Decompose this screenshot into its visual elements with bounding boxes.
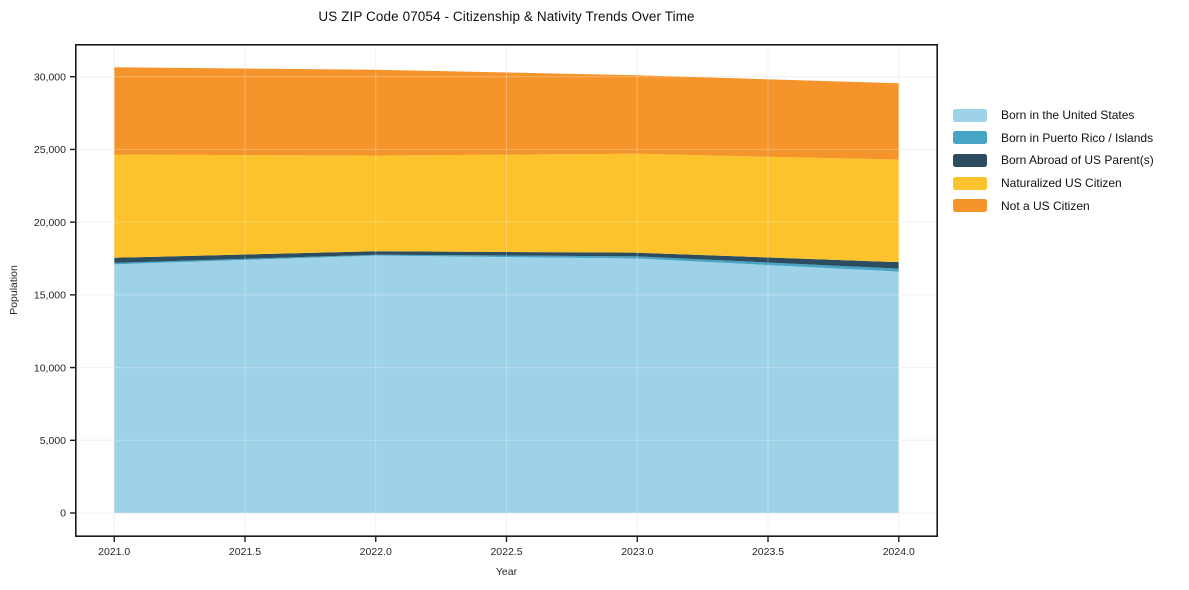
legend-swatch bbox=[953, 153, 987, 167]
x-tick-label: 2021.0 bbox=[98, 546, 130, 558]
y-tick-label: 0 bbox=[60, 508, 66, 520]
legend-label: Not a US Citizen bbox=[1001, 198, 1090, 213]
area-series bbox=[114, 251, 899, 269]
legend-swatch bbox=[953, 131, 987, 145]
legend-item: Not a US Citizen bbox=[953, 194, 1154, 217]
x-axis-label: Year bbox=[495, 566, 518, 578]
y-axis-label: Population bbox=[8, 265, 20, 315]
y-tick-label: 10,000 bbox=[34, 362, 66, 374]
legend-swatch bbox=[953, 108, 987, 122]
x-tick-label: 2022.5 bbox=[490, 546, 522, 558]
chart-title: US ZIP Code 07054 - Citizenship & Nativi… bbox=[318, 9, 695, 24]
legend-item: Born Abroad of US Parent(s) bbox=[953, 149, 1154, 172]
y-tick-label: 30,000 bbox=[34, 71, 66, 83]
plot-area: 0 5,000 10,000 15,000 20,000 25,000 30,000 2021… bbox=[34, 44, 939, 558]
legend-label: Born in Puerto Rico / Islands bbox=[1001, 130, 1154, 145]
legend-item: Naturalized US Citizen bbox=[953, 172, 1154, 195]
legend: Born in the United States Born in Puerto … bbox=[953, 104, 1154, 217]
area-series bbox=[114, 153, 899, 263]
legend-label: Naturalized US Citizen bbox=[1001, 176, 1122, 191]
x-tick-label: 2023.0 bbox=[621, 546, 653, 558]
y-tick-label: 25,000 bbox=[34, 144, 66, 156]
y-tick-label: 5,000 bbox=[40, 435, 66, 447]
area-series bbox=[114, 254, 899, 272]
y-tick-label: 15,000 bbox=[34, 290, 66, 302]
axes-frame bbox=[75, 44, 939, 537]
area-series bbox=[114, 255, 899, 514]
x-tick-label: 2021.5 bbox=[229, 546, 261, 558]
x-tick-label: 2024.0 bbox=[883, 546, 915, 558]
x-tick-label: 2022.0 bbox=[360, 546, 392, 558]
legend-swatch bbox=[953, 199, 987, 213]
legend-item: Born in the United States bbox=[953, 104, 1154, 127]
legend-swatch bbox=[953, 176, 987, 190]
y-tick-label: 20,000 bbox=[34, 217, 66, 229]
legend-label: Born in the United States bbox=[1001, 108, 1135, 123]
area-series bbox=[114, 67, 899, 160]
legend-label: Born Abroad of US Parent(s) bbox=[1001, 153, 1154, 168]
legend-item: Born in Puerto Rico / Islands bbox=[953, 127, 1154, 150]
x-tick-label: 2023.5 bbox=[752, 546, 784, 558]
